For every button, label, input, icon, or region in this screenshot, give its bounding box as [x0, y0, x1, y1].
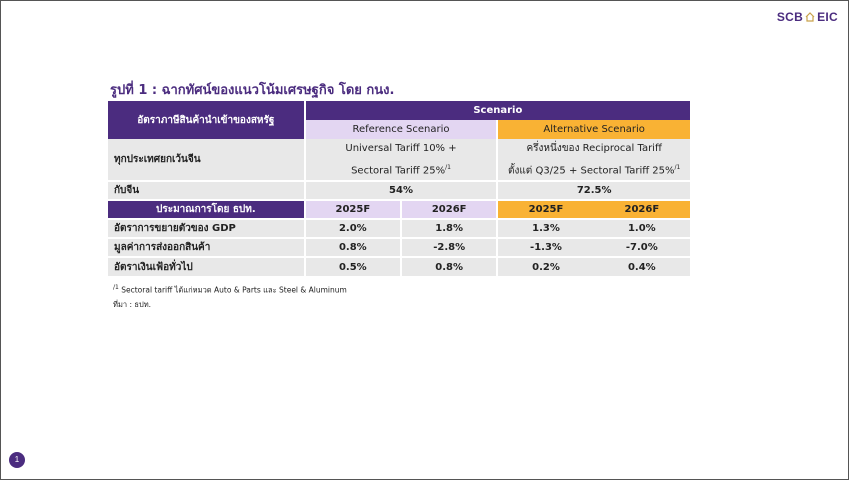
- year-ref-2025: 2025F: [304, 200, 403, 221]
- row-label-china: กับจีน: [108, 181, 306, 202]
- inflation-ref-2025: 0.5%: [304, 257, 403, 277]
- ref-excl-china-line2: Sectoral Tariff 25%: [351, 165, 446, 177]
- alt-excl-china-line1: ครึ่งหนึ่งของ Reciprocal Tariff: [526, 143, 662, 154]
- exports-alt-2026: -7.0%: [593, 238, 690, 259]
- notes-block: /1 Sectoral tariff ได้แก่หมวด Auto & Par…: [113, 281, 347, 312]
- header-tariff-rate: อัตราภาษีสินค้านำเข้าของสหรัฐ: [108, 101, 306, 139]
- gdp-alt-2026: 1.0%: [593, 219, 690, 240]
- ref-excl-china-cell: Universal Tariff 10% + Sectoral Tariff 2…: [304, 139, 499, 183]
- header-scenario: Scenario: [304, 101, 690, 120]
- footnote-mark: /1: [113, 284, 119, 291]
- header-bot-forecast: ประมาณการโดย ธปท.: [108, 200, 306, 221]
- ref-china-value: 54%: [304, 181, 499, 202]
- gdp-ref-2025: 2.0%: [304, 219, 403, 240]
- logo-text-left: SCB: [776, 10, 804, 24]
- ref-excl-china-line2-wrap: Sectoral Tariff 25%/1: [310, 158, 493, 180]
- header-alternative-scenario: Alternative Scenario: [497, 120, 690, 139]
- row-label-exports: มูลค่าการส่งออกสินค้า: [108, 238, 306, 259]
- ref-footnote-mark: /1: [445, 164, 451, 171]
- header-reference-scenario: Reference Scenario: [304, 120, 499, 139]
- inflation-alt-2025: 0.2%: [497, 257, 594, 277]
- figure-title: รูปที่ 1 : ฉากทัศน์ของแนวโน้มเศรษฐกิจ โด…: [110, 83, 395, 98]
- alt-excl-china-line2: ตั้งแต่ Q3/25 + Sectoral Tariff 25%: [507, 165, 675, 177]
- gdp-alt-2025: 1.3%: [497, 219, 594, 240]
- scb-eic-logo: SCB EIC: [777, 10, 838, 24]
- scenario-table: อัตราภาษีสินค้านำเข้าของสหรัฐ Scenario R…: [108, 101, 690, 277]
- alt-excl-china-cell: ครึ่งหนึ่งของ Reciprocal Tariff ตั้งแต่ …: [497, 139, 690, 183]
- ref-excl-china-line1: Universal Tariff 10% +: [345, 143, 457, 154]
- alt-excl-china-line2-wrap: ตั้งแต่ Q3/25 + Sectoral Tariff 25%/1: [502, 158, 686, 180]
- footnote-line: /1 Sectoral tariff ได้แก่หมวด Auto & Par…: [113, 281, 347, 298]
- logo-text-right: EIC: [817, 10, 838, 24]
- exports-ref-2025: 0.8%: [304, 238, 403, 259]
- house-icon: [805, 12, 815, 22]
- source-line: ที่มา : ธปท.: [113, 299, 152, 309]
- page-number-badge: 1: [9, 452, 25, 468]
- inflation-alt-2026: 0.4%: [593, 257, 690, 277]
- year-alt-2026: 2026F: [593, 200, 690, 221]
- alt-china-value: 72.5%: [497, 181, 690, 202]
- inflation-ref-2026: 0.8%: [401, 257, 499, 277]
- row-label-gdp: อัตราการขยายตัวของ GDP: [108, 219, 306, 240]
- exports-ref-2026: -2.8%: [401, 238, 499, 259]
- gdp-ref-2026: 1.8%: [401, 219, 499, 240]
- year-alt-2025: 2025F: [497, 200, 594, 221]
- footnote-text: Sectoral tariff ได้แก่หมวด Auto & Parts …: [121, 285, 347, 295]
- row-label-inflation: อัตราเงินเฟ้อทั่วไป: [108, 257, 306, 277]
- exports-alt-2025: -1.3%: [497, 238, 594, 259]
- row-label-excl-china: ทุกประเทศยกเว้นจีน: [108, 139, 306, 183]
- year-ref-2026: 2026F: [401, 200, 499, 221]
- alt-footnote-mark: /1: [674, 164, 681, 171]
